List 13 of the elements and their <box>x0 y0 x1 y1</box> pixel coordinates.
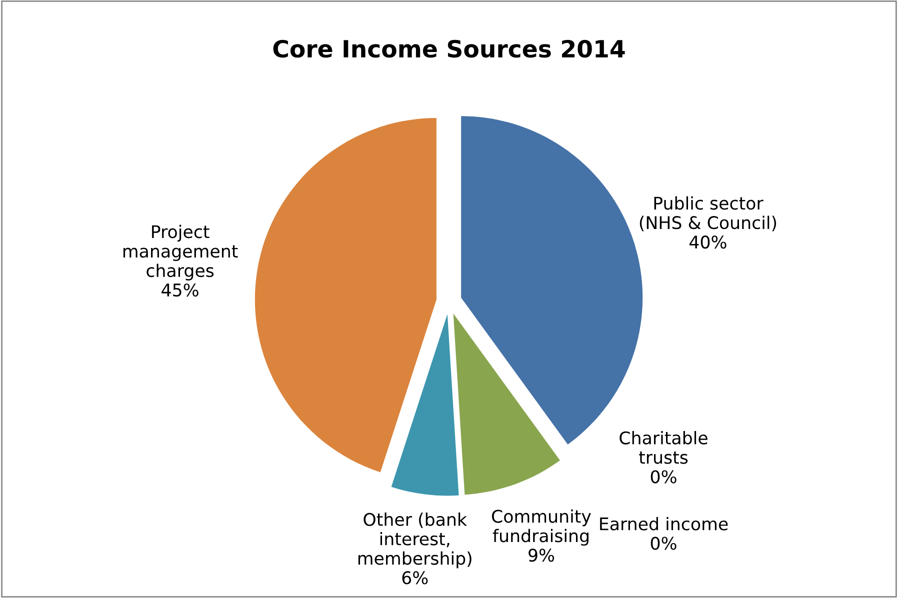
data-label: 40% <box>690 235 726 249</box>
slice-label: Public sector (NHS & Council) <box>640 196 776 232</box>
slice-label: Community fundraising <box>492 509 591 546</box>
slice-label: Other (bank interest, membership) <box>358 512 472 568</box>
data-label: 45% <box>162 283 198 297</box>
category-label: Charitable trusts <box>620 431 708 464</box>
category-label: Earned income <box>600 516 728 530</box>
data-label: 6% <box>402 571 428 584</box>
data-label: 9% <box>528 548 554 562</box>
slice-label: Project management charges <box>123 224 238 280</box>
chart-title: Core Income Sources 2014 <box>273 40 625 58</box>
text: 0% <box>650 470 676 484</box>
text: 0% <box>650 536 676 550</box>
